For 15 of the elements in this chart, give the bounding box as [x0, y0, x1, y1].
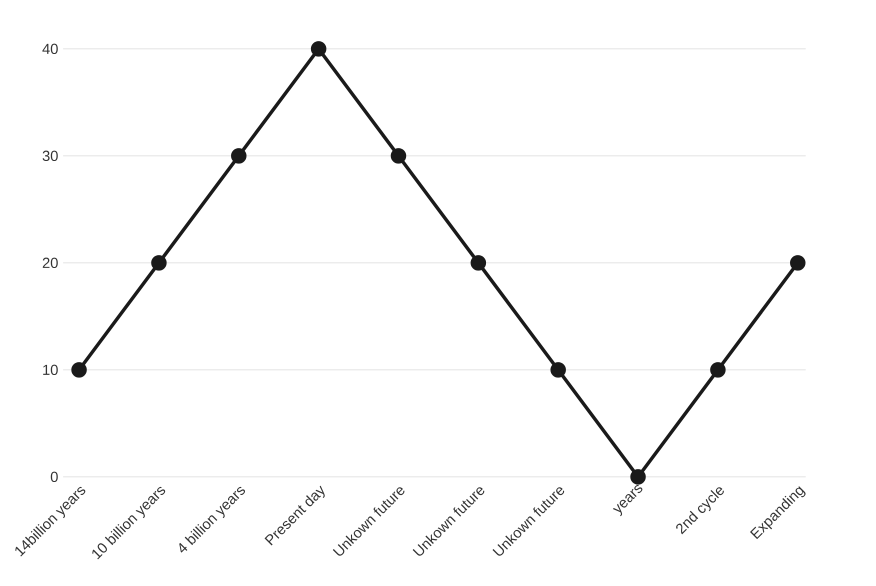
- y-tick-label: 40: [42, 44, 58, 54]
- point: [310, 41, 326, 57]
- point: [790, 255, 806, 271]
- y-tick-label: 0: [50, 472, 58, 482]
- y-tick-label: 10: [43, 364, 58, 376]
- point: [710, 362, 726, 378]
- point: [630, 469, 646, 485]
- y-tick-label: 30: [42, 150, 58, 162]
- point: [390, 148, 406, 164]
- point: [71, 362, 87, 378]
- y-tick-label: 20: [42, 258, 58, 268]
- point: [151, 255, 167, 271]
- point: [550, 362, 566, 378]
- point: [231, 148, 247, 164]
- point: [470, 255, 486, 271]
